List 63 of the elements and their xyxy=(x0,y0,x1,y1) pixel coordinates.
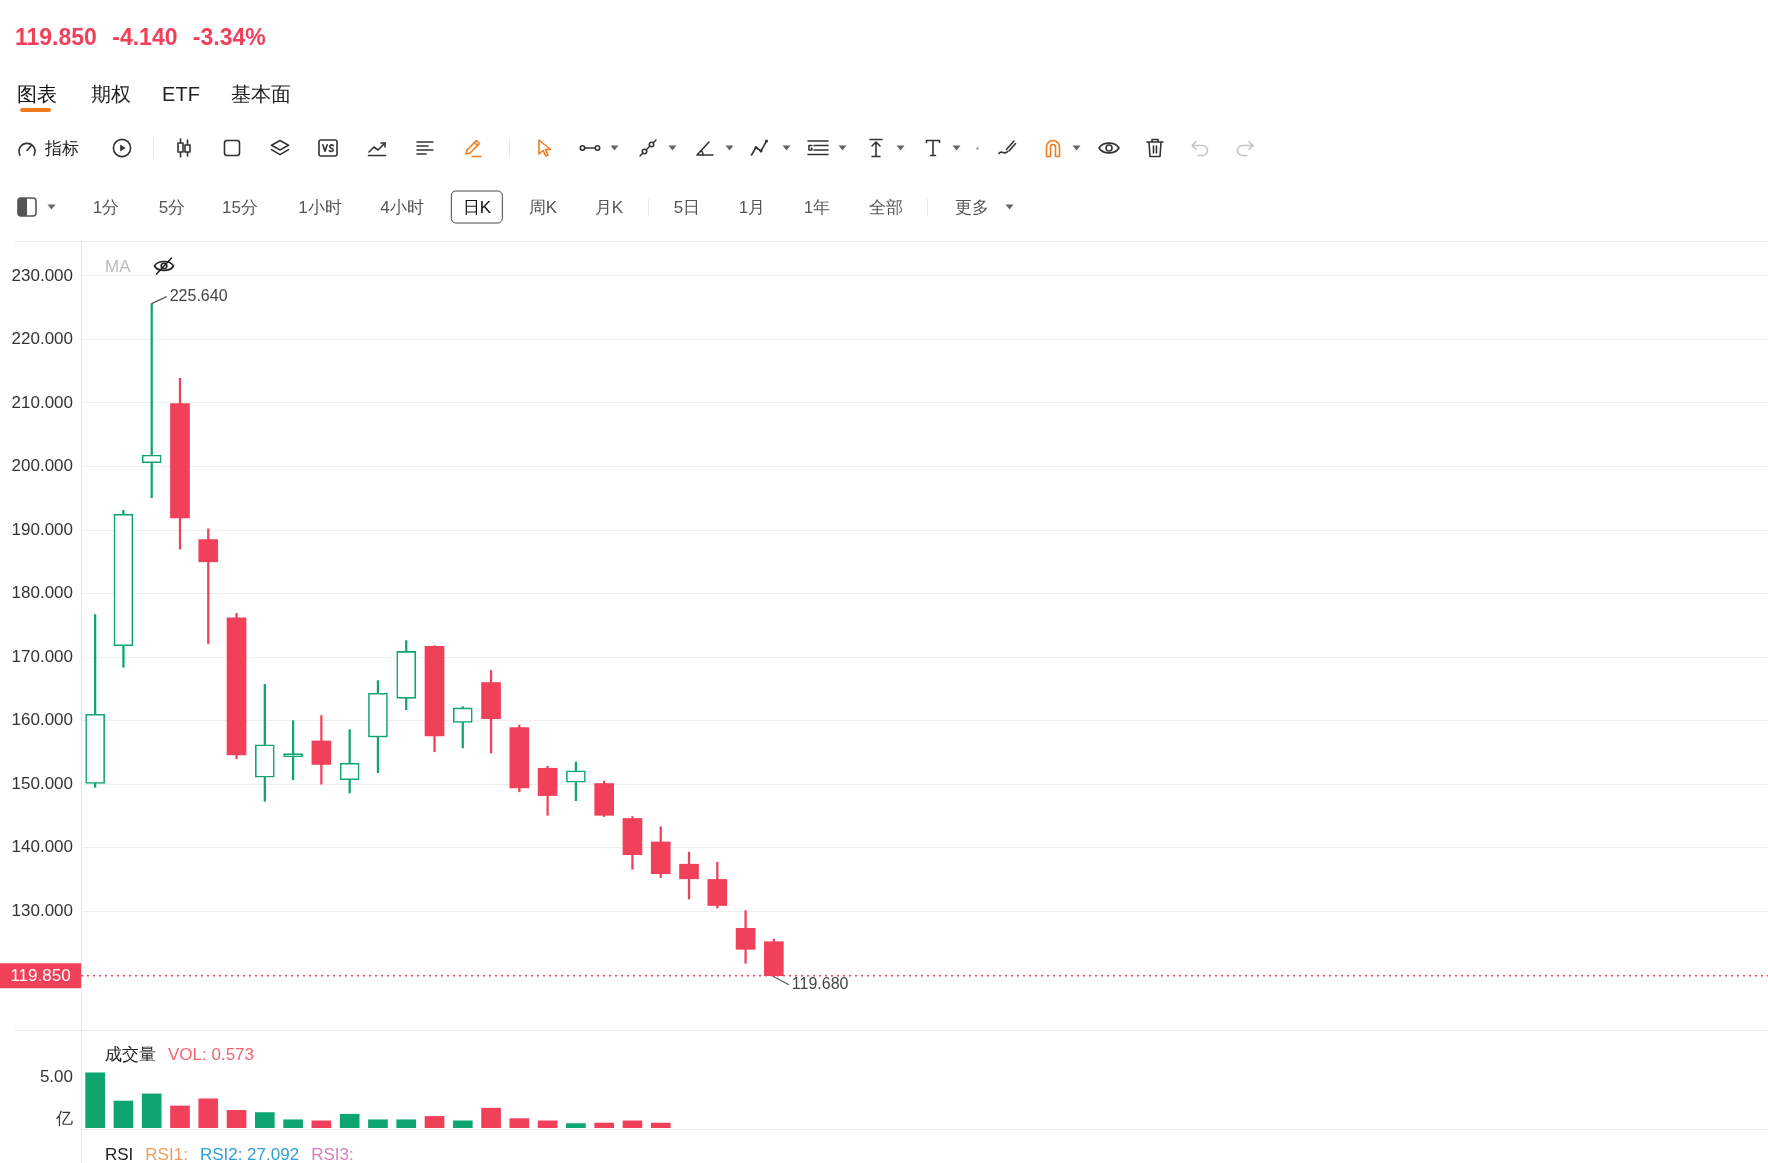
y-tick-label: 150.000 xyxy=(11,773,73,793)
text: 15分 xyxy=(222,197,258,217)
text: 4小时 xyxy=(380,197,424,217)
ref-line-label: 119.850 xyxy=(10,966,71,986)
text: 图表 xyxy=(17,83,57,105)
text: 5分 xyxy=(158,197,186,217)
y-tick-label: 210.000 xyxy=(11,392,73,412)
bar xyxy=(622,1120,643,1128)
bar xyxy=(396,1119,417,1128)
text: RSI2: 27.092 xyxy=(199,1144,300,1163)
y-tick-label: 140.000 xyxy=(11,837,73,857)
text: ETF xyxy=(162,83,200,105)
text: 更多 xyxy=(955,197,989,217)
text: VOL: 0.573 xyxy=(168,1044,255,1064)
bar xyxy=(368,1119,388,1128)
chart-title: 成交量 xyxy=(105,1044,156,1064)
y-tick-label: 160.000 xyxy=(11,710,73,730)
y-tick-label: 200.000 xyxy=(11,456,73,476)
text: 基本面 xyxy=(231,83,291,105)
bar xyxy=(141,1093,162,1128)
bar xyxy=(198,1098,219,1128)
text: RSI3: xyxy=(311,1144,354,1163)
bar xyxy=(170,1105,190,1128)
bar xyxy=(226,1110,247,1128)
bar xyxy=(509,1118,530,1128)
bar xyxy=(283,1119,303,1128)
bar xyxy=(424,1116,445,1128)
y-tick-label: 220.000 xyxy=(11,329,73,349)
y-tick-label: 130.000 xyxy=(11,900,73,920)
bar xyxy=(566,1123,586,1128)
text: 1小时 xyxy=(298,197,342,217)
bar xyxy=(650,1122,671,1128)
bar xyxy=(452,1120,473,1128)
text: 5.00 xyxy=(39,1066,73,1086)
text: 亿 xyxy=(56,1108,73,1127)
text: 1分 xyxy=(92,197,120,217)
text: 日K xyxy=(450,190,504,224)
chart-title: 119.850 -4.140 -3.34% xyxy=(15,23,266,50)
text: RSI1: xyxy=(145,1144,188,1163)
annotation: MA xyxy=(105,256,131,276)
bar xyxy=(537,1120,558,1128)
bar xyxy=(481,1107,501,1128)
y-tick-label: 230.000 xyxy=(11,265,73,285)
bar xyxy=(254,1112,275,1128)
annotation: 225.640 xyxy=(169,287,228,305)
text: 1年 xyxy=(803,197,831,217)
bar xyxy=(594,1122,615,1128)
bar xyxy=(311,1120,332,1128)
text: 1月 xyxy=(738,197,766,217)
text: 5日 xyxy=(673,197,701,217)
text: 119.680 xyxy=(791,975,849,993)
bar xyxy=(339,1113,360,1128)
y-tick-label: 180.000 xyxy=(11,583,73,603)
text: 期权 xyxy=(90,83,131,105)
bar xyxy=(85,1072,105,1128)
text: 指标 xyxy=(45,138,79,158)
bar xyxy=(113,1100,134,1128)
y-tick-label: 190.000 xyxy=(11,519,73,539)
text: 全部 xyxy=(869,197,903,217)
text: 月K xyxy=(594,197,624,217)
y-tick-label: 170.000 xyxy=(11,646,73,666)
text: RSI xyxy=(105,1144,134,1163)
text: 周K xyxy=(528,197,558,217)
